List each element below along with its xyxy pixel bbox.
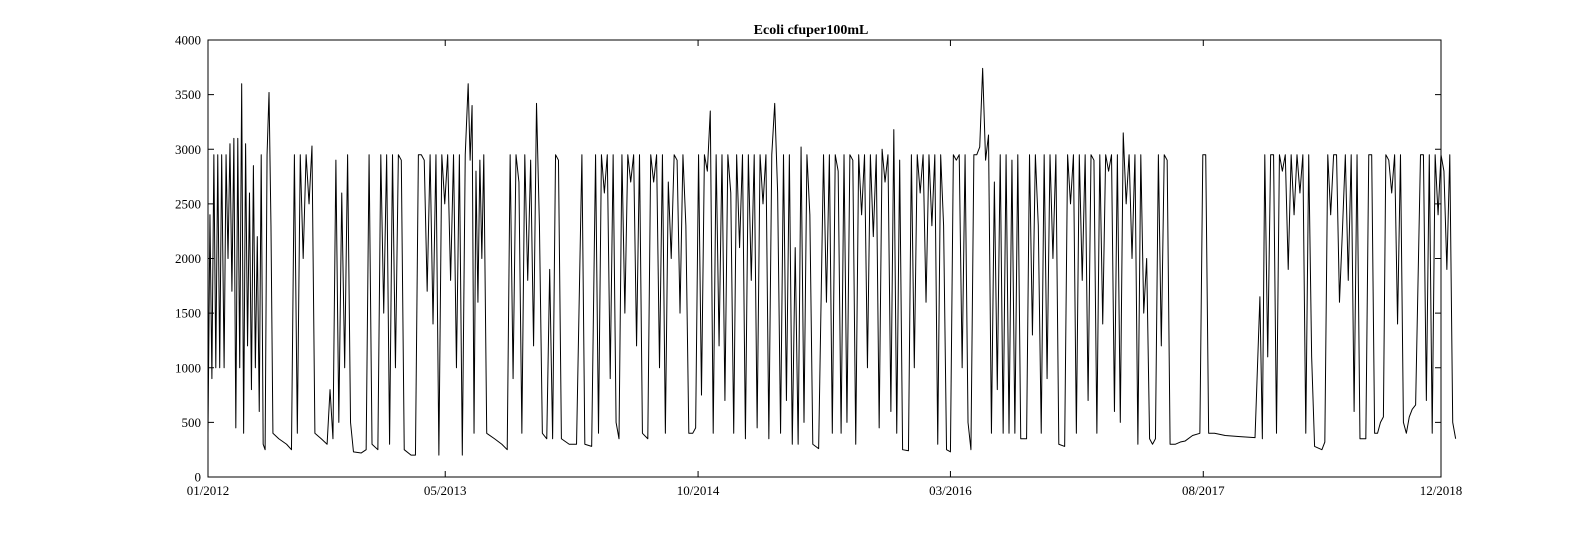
y-tick-label: 4000 — [175, 33, 201, 48]
y-axis: 0 500 1000 1500 2000 2500 3000 3500 4000 — [175, 33, 1441, 485]
x-tick-label: 10/2014 — [677, 483, 720, 498]
series-line-0 — [207, 67, 1457, 456]
x-tick-label: 12/2018 — [1420, 483, 1463, 498]
chart-title: Ecoli cfuper100mL — [754, 23, 869, 38]
x-tick-label: 01/2012 — [187, 483, 230, 498]
x-tick-label: 05/2013 — [424, 483, 467, 498]
x-tick-label: 08/2017 — [1182, 483, 1225, 498]
x-axis: 01/2012 05/2013 10/2014 03/2016 08/2017 12/20… — [187, 40, 1463, 498]
y-tick-label: 1500 — [175, 306, 201, 321]
x-tick-label: 03/2016 — [929, 483, 972, 498]
y-tick-label: 0 — [195, 470, 202, 485]
y-tick-label: 2500 — [175, 196, 201, 211]
y-tick-label: 1000 — [175, 360, 201, 375]
y-tick-label: 500 — [182, 415, 202, 430]
y-tick-label: 2000 — [175, 251, 201, 266]
y-tick-label: 3000 — [175, 142, 201, 157]
plot-frame — [207, 39, 1442, 478]
y-tick-label: 3500 — [175, 87, 201, 102]
plot-area — [207, 67, 1457, 456]
